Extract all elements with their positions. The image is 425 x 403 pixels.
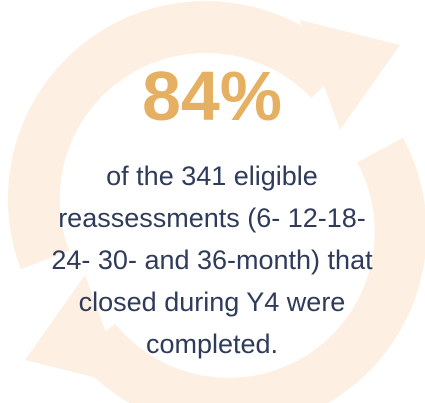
description-line: 24- 30- and 36-month) that [51,245,373,275]
description-line: closed during Y4 were [79,287,346,317]
arrow-arc-bottom [74,137,425,403]
arrow-arc-top [7,1,349,270]
description-line: reassessments (6- 12-18- [58,203,366,233]
stat-value: 84% [142,57,282,135]
description: of the 341 eligible reassessments (6- 12-… [51,161,373,359]
arrow-head-top [300,20,400,130]
background-cycle-arrows [7,1,425,403]
description-line: of the 341 eligible [106,161,318,191]
description-line: completed. [146,329,278,359]
arrow-head-bottom [25,275,125,385]
